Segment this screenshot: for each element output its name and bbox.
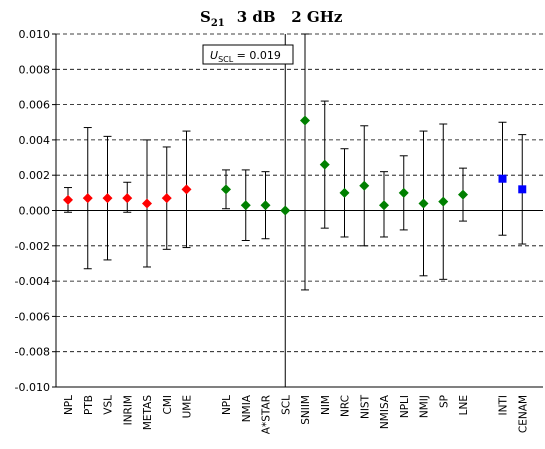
x-category-label: A*STAR [261, 395, 273, 434]
data-point [319, 159, 330, 170]
y-tick-label: 0.002 [19, 169, 51, 182]
x-category-label: NPLI [399, 395, 411, 418]
x-category-label: METAS [142, 395, 154, 430]
data-point [339, 187, 350, 198]
annotation-box [202, 44, 294, 65]
uscl-annotation: USCL = 0.019 [202, 44, 294, 65]
x-category-label: NRC [340, 395, 352, 417]
x-category-label: UME [182, 395, 194, 418]
data-point [359, 180, 370, 191]
x-category-label: SCL [280, 395, 292, 415]
data-point [418, 198, 429, 209]
x-category-label: NPL [221, 395, 233, 415]
x-category-label: NIST [359, 394, 371, 419]
data-point [63, 194, 73, 205]
x-axis-labels: NPL PTB VSL INRIM METAS CMI UME NPL NMIA A*STAR SC… [63, 394, 529, 434]
annotation-subscript: SCL [218, 55, 234, 64]
data-point [260, 200, 271, 211]
y-tick-label: 0.004 [19, 134, 51, 147]
y-tick-label: 0.008 [19, 63, 51, 76]
chart-title: S21 3 dB 2 GHz [200, 8, 343, 29]
x-category-label: PTB [83, 395, 95, 415]
data-point [398, 187, 409, 198]
x-category-label: LNE [458, 395, 470, 415]
y-tick-label: 0.000 [19, 205, 51, 218]
x-category-label: INTI [498, 395, 510, 415]
y-tick-label: -0.004 [15, 275, 50, 288]
x-category-label: CMI [162, 395, 174, 415]
chart-title-subscript: 21 [211, 18, 225, 29]
data-point [379, 200, 389, 211]
grid-layer [56, 33, 543, 353]
y-tick-label: -0.006 [15, 310, 50, 323]
y-tick-label: -0.002 [15, 240, 50, 253]
x-category-label: SP [438, 395, 450, 408]
x-category-label: VSL [103, 395, 115, 415]
data-point [122, 193, 133, 204]
data-markers [63, 115, 527, 216]
annotation-text: USCL = 0.019 [210, 49, 281, 64]
data-point [82, 193, 93, 204]
data-point [221, 184, 231, 195]
x-category-label: NMIA [241, 394, 253, 422]
y-tick-label: 0.010 [19, 28, 51, 41]
x-category-label: SNIIM [300, 395, 312, 425]
data-point [458, 189, 468, 200]
data-point [300, 115, 310, 126]
annotation-prefix: U [210, 49, 218, 62]
y-axis: -0.010 -0.008 -0.006 -0.004 -0.002 0.000 0.002… [15, 28, 543, 394]
data-point [102, 193, 113, 204]
data-point [438, 196, 449, 207]
data-point [161, 193, 172, 204]
data-point [240, 200, 251, 211]
y-tick-label: 0.006 [19, 99, 51, 112]
x-category-label: NMIJ [419, 395, 431, 418]
annotation-value: = 0.019 [233, 49, 281, 62]
x-category-label: INRIM [122, 395, 134, 425]
data-point [142, 198, 152, 209]
data-point [181, 184, 192, 195]
data-point [518, 185, 527, 194]
x-category-label: CENAM [517, 395, 529, 433]
x-category-label: NIM [320, 395, 332, 415]
data-point [280, 205, 291, 216]
chart-title-main: S [200, 8, 211, 26]
y-tick-label: -0.008 [15, 346, 50, 359]
data-point [498, 174, 507, 183]
chart-title-rest: 3 dB 2 GHz [237, 8, 343, 26]
x-category-label: NPL [63, 395, 75, 415]
x-category-label: NMISA [379, 394, 391, 429]
y-tick-label: -0.010 [15, 381, 50, 394]
